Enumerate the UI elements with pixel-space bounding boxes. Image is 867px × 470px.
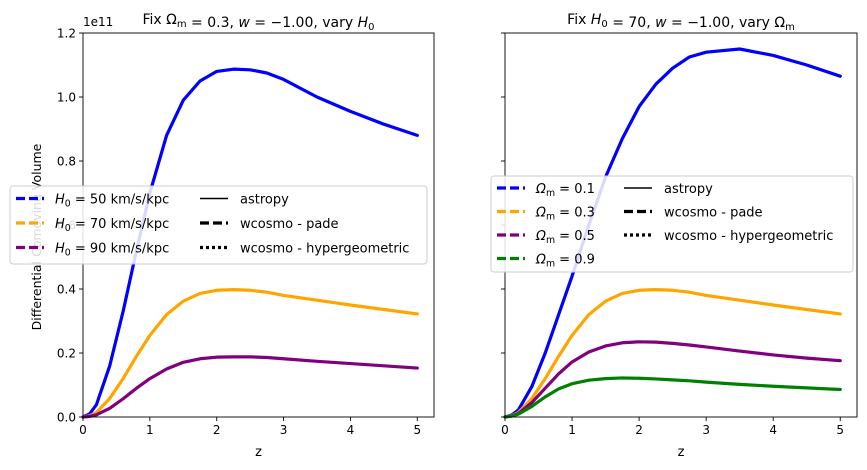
y-tick-label: 1.0: [57, 91, 76, 105]
legend-style-label: astropy: [240, 193, 289, 208]
series-line-1: [81, 67, 419, 419]
legend: Ωm = 0.1 Ωm = 0.3 Ωm = 0.5 Ωm = 0.9 astropy w…: [490, 175, 854, 273]
legend-entry-label: H0 = 90 km/s/kpc: [55, 242, 169, 259]
y-tick-label: 0.8: [57, 155, 76, 169]
x-tick-label: 1: [568, 423, 576, 437]
x-tick-label: 2: [635, 423, 643, 437]
legend-style-label: wcosmo - hypergeometric: [240, 242, 409, 257]
legend: H0 = 50 km/s/kpc H0 = 70 km/s/kpc H0 = 90 …: [9, 185, 428, 265]
legend-style-label: astropy: [664, 182, 713, 197]
y-tick-label: 0.0: [57, 411, 76, 425]
legend-entry-label: H0 = 70 km/s/kpc: [55, 217, 169, 234]
x-tick-label: 1: [146, 423, 154, 437]
legend-style-label: wcosmo - pade: [664, 206, 763, 221]
chart-panel-2: 0 1 2 3 4 5 z Fix H0 = 70, w = −1.00, vary Ωm Ωm…: [490, 12, 858, 460]
series-line-1: [503, 47, 842, 419]
x-tick-label: 5: [836, 423, 844, 437]
y-tick-label: 1.2: [57, 27, 76, 41]
legend-frame: [490, 175, 854, 273]
legend-entry-label: H0 = 50 km/s/kpc: [55, 193, 169, 210]
x-tick-label: 4: [769, 423, 777, 437]
x-tick-label: 4: [347, 423, 355, 437]
series-line-2: [81, 288, 419, 419]
x-axis-label: z: [678, 445, 685, 460]
legend-entry-label: Ωm = 0.1: [535, 182, 595, 199]
series-line-3: [503, 340, 842, 419]
y-tick-label: 0.2: [57, 347, 76, 361]
x-tick-label: 3: [702, 423, 710, 437]
series-line-4: [503, 376, 842, 419]
chart-panel-1: 0123450.00.20.40.60.81.01.2zDifferential…: [9, 12, 435, 460]
x-tick-label: 0: [79, 423, 87, 437]
legend-frame: [9, 185, 428, 265]
chart-title: Fix Ωm = 0.3, w = −1.00, vary H0: [142, 12, 374, 33]
chart-title: Fix H0 = 70, w = −1.00, vary Ωm: [567, 12, 795, 33]
x-axis-label: z: [255, 445, 262, 460]
x-tick-label: 2: [213, 423, 221, 437]
legend-style-label: wcosmo - hypergeometric: [664, 229, 833, 244]
series-line-2: [503, 288, 842, 419]
legend-entry-label: Ωm = 0.9: [535, 253, 595, 270]
legend-entry-label: Ωm = 0.5: [535, 229, 595, 246]
series-line-3: [81, 355, 419, 419]
x-tick-label: 5: [413, 423, 421, 437]
y-offset-label: 1e11: [83, 15, 113, 29]
y-tick-label: 0.4: [57, 283, 76, 297]
x-tick-label: 3: [280, 423, 288, 437]
legend-entry-label: Ωm = 0.3: [535, 206, 595, 223]
legend-style-label: wcosmo - pade: [240, 217, 339, 232]
x-tick-label: 0: [501, 423, 509, 437]
